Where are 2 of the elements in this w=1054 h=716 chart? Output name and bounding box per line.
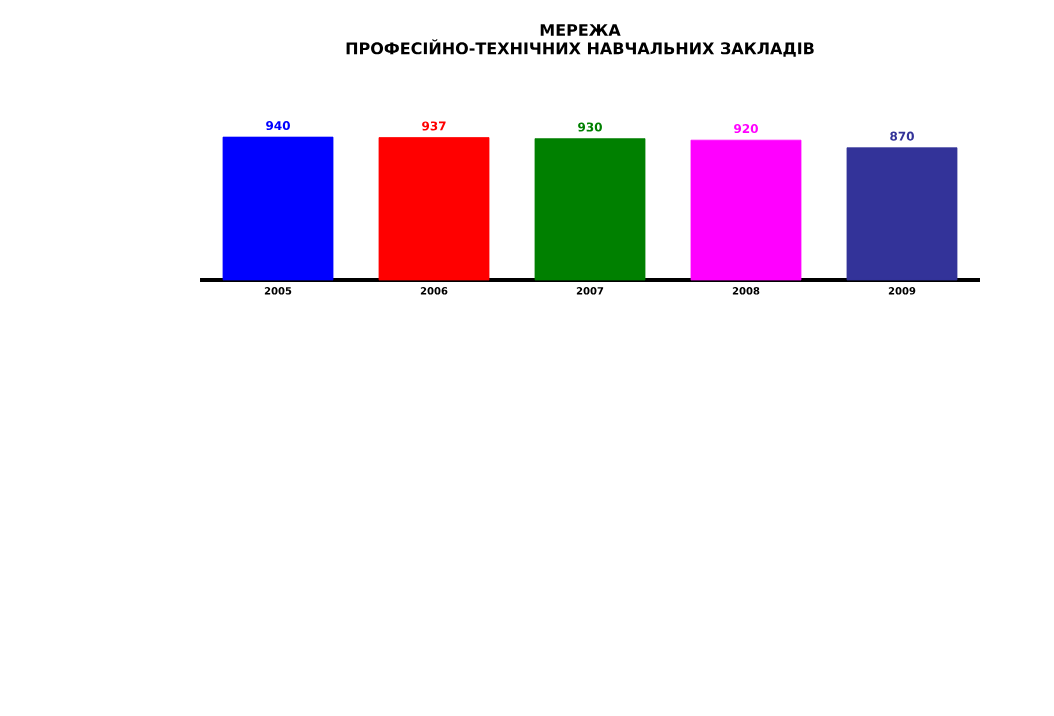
chart-subtitle: ПРОФЕСІЙНО-ТЕХНІЧНИХ НАВЧАЛЬНИХ ЗАКЛАДІВ [346,39,814,57]
chart-title: МЕРЕЖА [540,24,621,36]
